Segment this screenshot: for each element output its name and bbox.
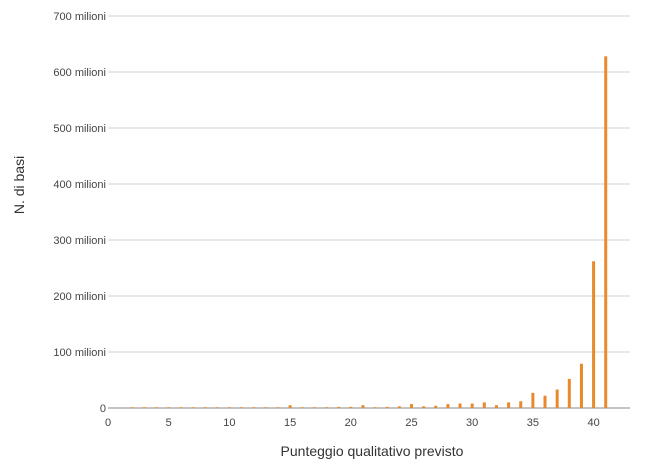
bar <box>264 407 268 408</box>
bar <box>130 407 134 408</box>
y-tick-label: 200 milioni <box>53 291 106 303</box>
bar <box>288 405 292 408</box>
bar <box>482 402 486 408</box>
y-tick-label: 100 milioni <box>53 347 106 359</box>
x-tick-label: 15 <box>284 417 296 429</box>
bar <box>592 261 596 408</box>
bar <box>252 407 256 408</box>
bar <box>579 363 583 408</box>
bar <box>555 389 559 408</box>
bar <box>531 392 535 408</box>
bar <box>507 402 511 408</box>
y-tick-label: 0 <box>100 403 106 415</box>
bar <box>397 406 401 408</box>
x-tick-label: 5 <box>166 417 172 429</box>
bar <box>543 395 547 408</box>
bar <box>312 407 316 408</box>
y-tick-label: 400 milioni <box>53 179 106 191</box>
x-axis-title: Punteggio qualitativo previsto <box>281 443 464 459</box>
y-tick-labels: 0 100 milioni 200 milioni 300 milioni 400 mi… <box>53 11 106 415</box>
y-axis-title: N. di basi <box>11 156 27 214</box>
bar <box>604 56 608 408</box>
bar <box>155 407 159 408</box>
bar <box>167 407 171 408</box>
x-tick-label: 20 <box>345 417 357 429</box>
x-tick-label: 25 <box>405 417 417 429</box>
bar <box>519 401 523 408</box>
x-tick-label: 10 <box>223 417 235 429</box>
y-tick-label: 500 milioni <box>53 123 106 135</box>
bar <box>203 407 207 408</box>
bar <box>409 404 413 408</box>
y-tick-label: 700 milioni <box>53 11 106 23</box>
bar <box>337 406 341 408</box>
bar <box>349 406 353 408</box>
bar <box>142 407 146 408</box>
bar <box>470 403 474 408</box>
bar <box>300 407 304 408</box>
bar <box>325 407 329 408</box>
bar <box>446 404 450 408</box>
x-tick-labels: 0 5 10 15 20 25 30 35 40 <box>105 417 600 429</box>
bar <box>567 378 571 408</box>
bar <box>191 407 195 408</box>
grid-lines <box>108 15 630 409</box>
bar <box>215 407 219 408</box>
x-tick-label: 0 <box>105 417 111 429</box>
bar <box>361 405 365 408</box>
bars <box>130 56 608 408</box>
bar <box>240 407 244 408</box>
bar <box>494 405 498 408</box>
y-tick-label: 300 milioni <box>53 235 106 247</box>
x-tick-label: 30 <box>466 417 478 429</box>
bar <box>434 405 438 408</box>
bar <box>458 403 462 408</box>
bar <box>422 406 426 408</box>
bar <box>227 407 231 408</box>
x-tick-label: 40 <box>587 417 599 429</box>
bar <box>373 407 377 408</box>
x-tick-label: 35 <box>527 417 539 429</box>
y-tick-label: 600 milioni <box>53 67 106 79</box>
bar <box>385 406 389 408</box>
bar <box>276 407 280 408</box>
bar <box>179 407 183 408</box>
